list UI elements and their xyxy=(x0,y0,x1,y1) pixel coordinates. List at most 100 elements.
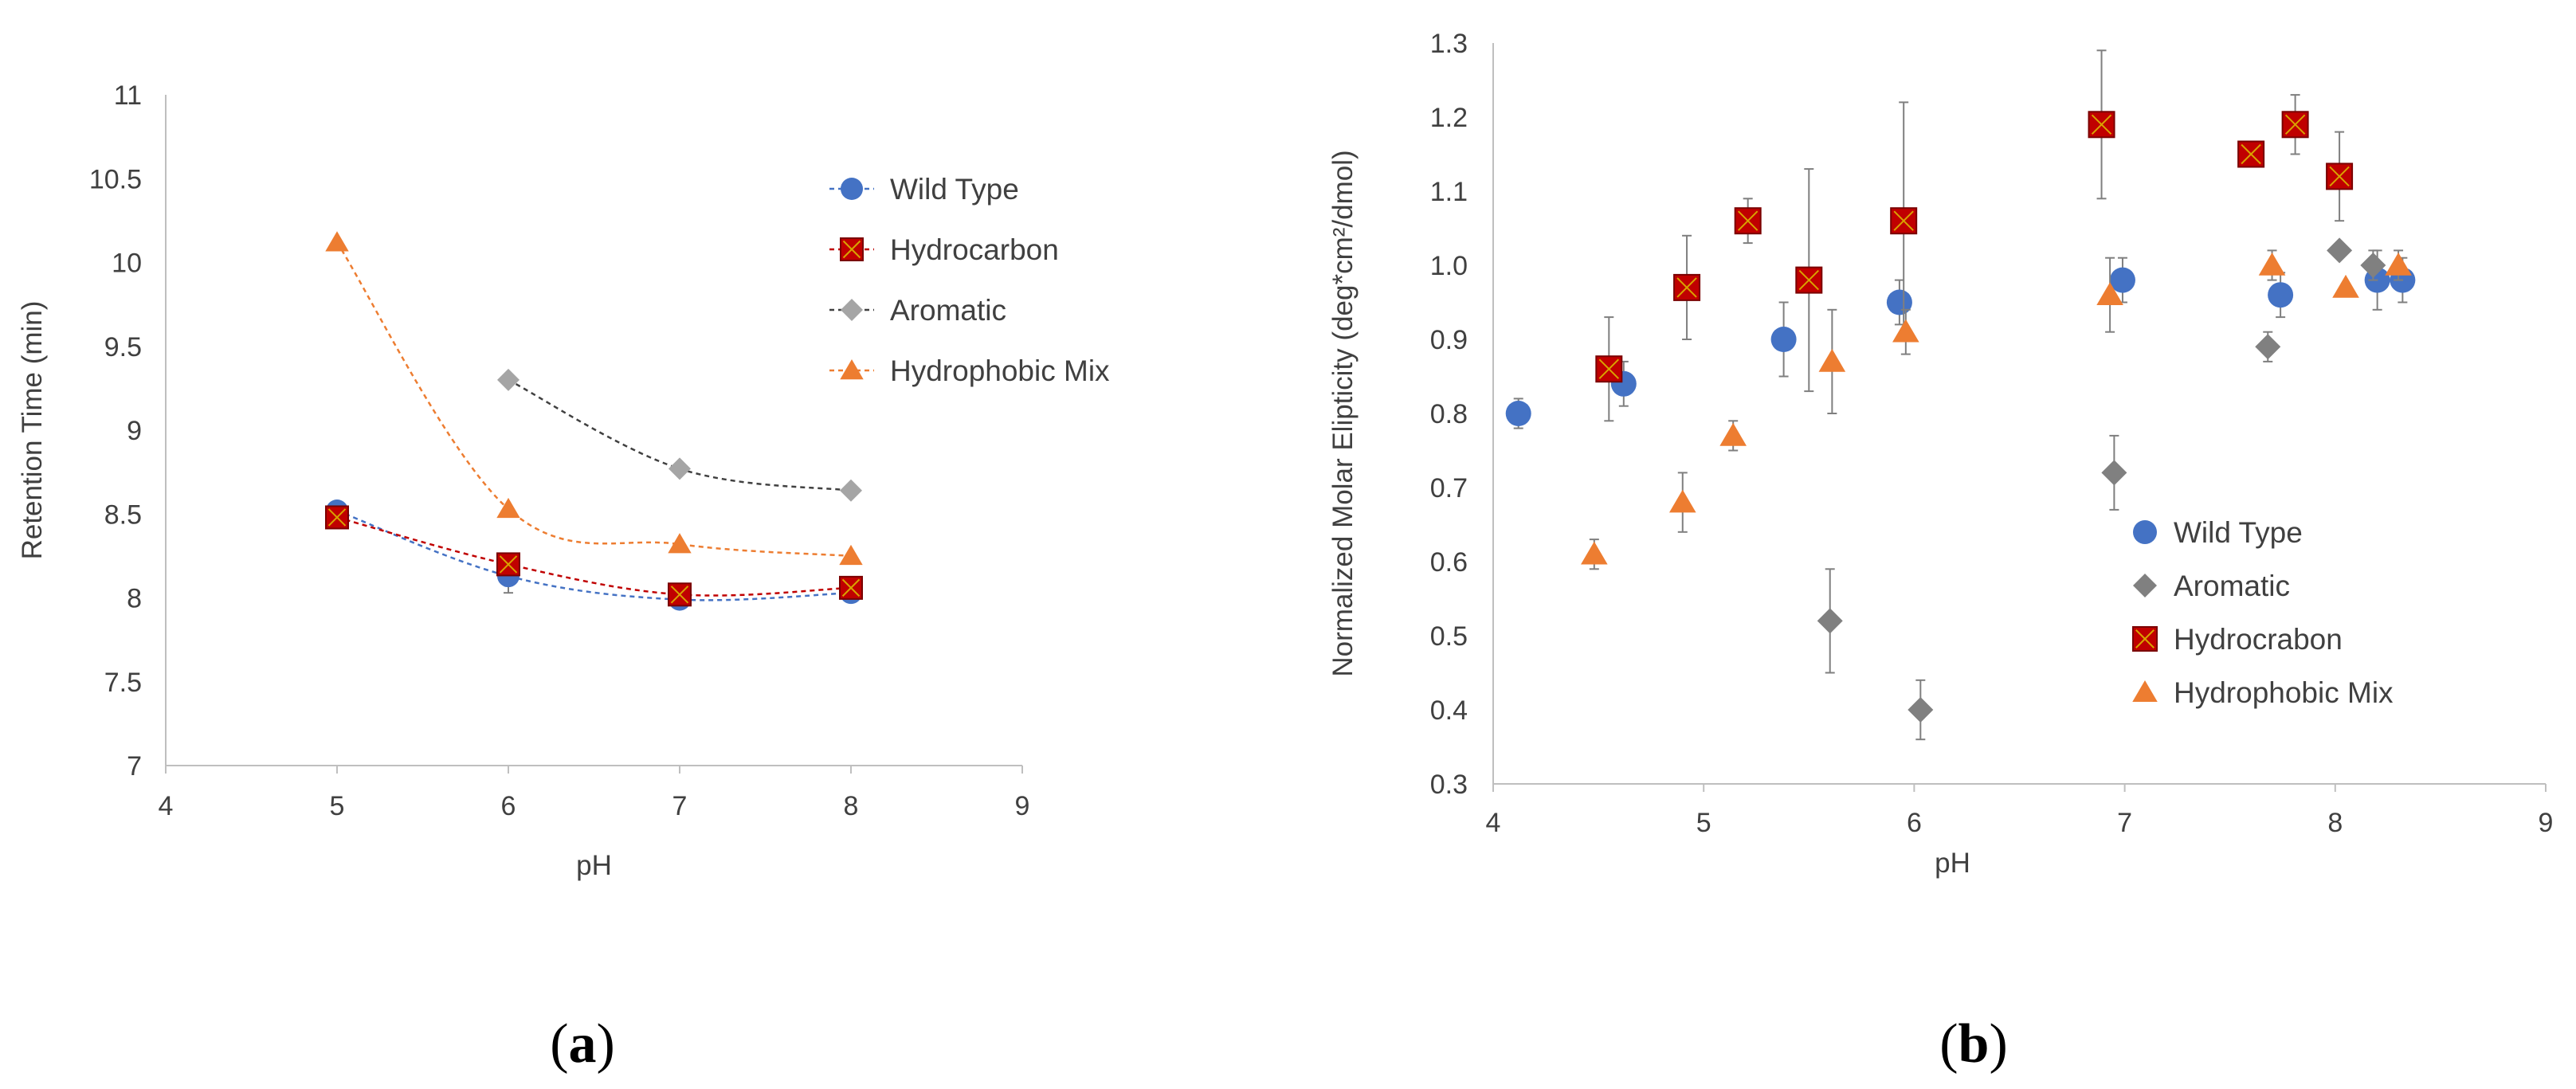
y-tick-label: 9 xyxy=(127,416,142,446)
legend-marker xyxy=(841,299,863,321)
y-tick-label: 8.5 xyxy=(104,499,142,530)
data-point xyxy=(1505,401,1531,426)
data-point xyxy=(2281,111,2309,139)
data-point xyxy=(497,368,520,391)
legend-item: Wild Type xyxy=(2133,516,2303,549)
panel-label-a: (a) xyxy=(550,1013,615,1075)
data-point xyxy=(496,552,520,577)
data-point xyxy=(668,582,692,607)
x-tick-label: 9 xyxy=(2539,808,2554,838)
series-hydrocrabon xyxy=(1595,49,2354,422)
data-point xyxy=(2268,282,2294,308)
y-tick-label: 0.7 xyxy=(1430,473,1468,503)
legend-label: Aromatic xyxy=(890,294,1006,327)
data-point xyxy=(2327,237,2353,264)
legend-label: Hydrophobic Mix xyxy=(890,355,1110,387)
data-point xyxy=(1595,355,1623,383)
x-tick-label: 8 xyxy=(2327,808,2343,838)
series-wild-type xyxy=(1505,249,2416,429)
y-tick-label: 1.2 xyxy=(1430,103,1468,133)
x-tick-label: 5 xyxy=(1696,808,1711,838)
y-tick-label: 0.8 xyxy=(1430,399,1468,429)
legend-label: Wild Type xyxy=(890,173,1019,206)
data-point xyxy=(1734,207,1762,235)
data-point xyxy=(2326,163,2354,190)
x-tick-label: 6 xyxy=(1907,808,1922,838)
data-point xyxy=(1818,348,1846,372)
data-point xyxy=(496,497,520,519)
data-point xyxy=(2385,253,2412,276)
legend-marker xyxy=(841,178,863,200)
legend-label: Wild Type xyxy=(2174,516,2303,549)
data-point xyxy=(668,533,692,554)
x-tick-label: 9 xyxy=(1015,791,1030,821)
legend-marker xyxy=(2133,574,2157,597)
x-tick-label: 5 xyxy=(330,791,345,821)
x-axis-label: pH xyxy=(1935,848,1970,879)
y-tick-label: 10.5 xyxy=(89,164,142,194)
x-tick-label: 4 xyxy=(1486,808,1501,838)
data-point xyxy=(669,457,691,480)
legend-item: Aromatic xyxy=(2133,570,2290,602)
series-aromatic xyxy=(497,368,862,502)
x-tick-label: 4 xyxy=(159,791,174,821)
x-axis-label: pH xyxy=(576,850,612,881)
legend-marker xyxy=(840,359,864,380)
data-point xyxy=(2360,253,2386,278)
x-tick-label: 7 xyxy=(2117,808,2132,838)
legend-item: Aromatic xyxy=(829,294,1006,327)
legend-item: Wild Type xyxy=(829,173,1019,206)
legend: Wild Type Hydrocarbon Aromatic Hydrophobic … xyxy=(829,173,1110,387)
data-point xyxy=(1817,608,1843,634)
y-tick-label: 0.5 xyxy=(1430,621,1468,652)
data-point xyxy=(1673,273,1701,301)
data-point xyxy=(1770,327,1797,352)
x-tick-label: 8 xyxy=(844,791,859,821)
data-point xyxy=(2255,334,2281,360)
data-point xyxy=(1668,489,1696,513)
y-axis-label: Normalized Molar Elipticity (deg*cm²/dmo… xyxy=(1327,150,1359,676)
y-tick-label: 1.0 xyxy=(1430,251,1468,281)
y-tick-label: 9.5 xyxy=(104,332,142,362)
data-point xyxy=(2258,253,2286,276)
y-tick-label: 0.6 xyxy=(1430,547,1468,578)
y-tick-label: 11 xyxy=(114,80,142,111)
data-point xyxy=(1581,541,1608,565)
legend-marker xyxy=(840,237,864,261)
legend-item: Hydrocarbon xyxy=(829,233,1059,266)
series-hydrocarbon xyxy=(325,505,863,607)
legend-marker xyxy=(2133,520,2157,544)
y-tick-label: 0.9 xyxy=(1430,325,1468,355)
data-point xyxy=(1907,697,1934,723)
legend-marker xyxy=(2132,680,2158,702)
data-point xyxy=(2237,140,2265,168)
data-point xyxy=(2332,274,2359,298)
data-point xyxy=(1719,422,1747,446)
chart-a: 4 5 6 7 8 9 7 7.5 8 8.5 9 9.5 10 10.5 11 pH Retention Ti… xyxy=(17,80,1110,881)
series-line xyxy=(336,509,852,601)
y-tick-label: 7.5 xyxy=(104,668,142,698)
y-axis-label: Retention Time (min) xyxy=(17,301,48,560)
data-point xyxy=(325,505,349,530)
y-tick-label: 8 xyxy=(127,584,142,614)
data-point xyxy=(839,575,863,600)
series-hydrophobic-mix xyxy=(325,231,863,566)
legend-label: Hydrophobic Mix xyxy=(2174,676,2394,709)
y-tick-label: 0.3 xyxy=(1430,770,1468,800)
data-point xyxy=(840,479,862,502)
legend-label: Hydrocrabon xyxy=(2174,623,2343,656)
series-aromatic xyxy=(1817,237,2386,741)
data-point xyxy=(1892,319,1919,343)
y-tick-label: 7 xyxy=(127,751,142,781)
y-tick-label: 10 xyxy=(112,249,142,279)
legend-label: Aromatic xyxy=(2174,570,2290,602)
data-point xyxy=(325,231,349,252)
data-point xyxy=(1795,266,1823,294)
legend-item: Hydrophobic Mix xyxy=(2132,676,2394,709)
data-point xyxy=(2088,111,2115,139)
y-tick-label: 1.1 xyxy=(1430,177,1468,207)
data-point xyxy=(1890,207,1918,235)
chart-b: 4 5 6 7 8 9 0.3 0.4 0.5 0.6 0.7 0.8 0.9 1.0 1.1 1.2 1.3 p… xyxy=(1327,29,2553,879)
y-tick-label: 0.4 xyxy=(1430,695,1468,726)
